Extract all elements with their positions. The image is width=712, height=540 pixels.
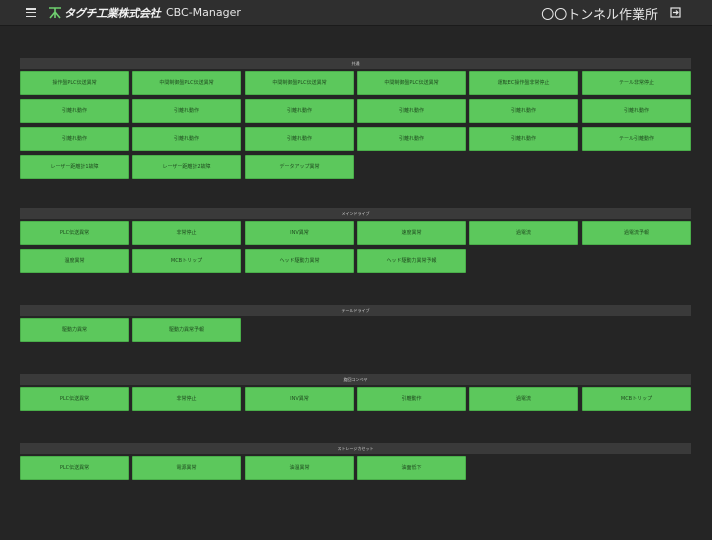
alarm-button[interactable]: 過電流予報: [582, 221, 691, 245]
alarm-button[interactable]: ヘッド駆動力異常: [245, 249, 354, 273]
alarm-button[interactable]: レーザー距離計2故障: [132, 155, 241, 179]
alarm-button[interactable]: 運転EC操作盤非常停止: [469, 71, 578, 95]
alarm-button[interactable]: 引離れ動作: [20, 127, 129, 151]
alarm-button[interactable]: 油面低下: [357, 456, 466, 480]
alarm-button[interactable]: テール引離動作: [582, 127, 691, 151]
site-name: 〇〇トンネル作業所: [541, 8, 658, 23]
app-name: CBC-Manager: [166, 6, 241, 19]
top-app-bar: タグチ工業株式会社 CBC-Manager 〇〇トンネル作業所: [0, 0, 712, 26]
alarm-button[interactable]: PLC伝送異常: [20, 387, 129, 411]
alarm-button[interactable]: 駆動力異常: [20, 318, 129, 342]
section-header: 旋回コンベヤ: [20, 374, 691, 385]
alarm-button[interactable]: 速度異常: [357, 221, 466, 245]
alarm-button[interactable]: 温度異常: [20, 249, 129, 273]
alarm-button[interactable]: INV異常: [245, 387, 354, 411]
alarm-button[interactable]: 引離動作: [357, 387, 466, 411]
alarm-button[interactable]: PLC伝送異常: [20, 456, 129, 480]
alarm-button[interactable]: レーザー距離計1故障: [20, 155, 129, 179]
menu-icon[interactable]: [26, 8, 36, 17]
alarm-button[interactable]: 中間制御盤PLC伝送異常: [132, 71, 241, 95]
alarm-button[interactable]: 電源異常: [132, 456, 241, 480]
alarm-button[interactable]: 引離れ動作: [469, 127, 578, 151]
alarm-button[interactable]: 操作盤PLC伝送異常: [20, 71, 129, 95]
section-header: 共通: [20, 58, 691, 69]
alarm-button[interactable]: PLC伝送異常: [20, 221, 129, 245]
alarm-button[interactable]: 引離れ動作: [132, 127, 241, 151]
company-logo-icon: [49, 7, 61, 19]
alarm-button[interactable]: 非常停止: [132, 221, 241, 245]
alarm-button[interactable]: 駆動力異常予報: [132, 318, 241, 342]
company-logo-text: タグチ工業株式会社: [64, 7, 161, 20]
alarm-button[interactable]: 引離れ動作: [132, 99, 241, 123]
alarm-button[interactable]: データアップ異常: [245, 155, 354, 179]
alarm-button[interactable]: 引離れ動作: [357, 127, 466, 151]
alarm-button[interactable]: 引離れ動作: [245, 99, 354, 123]
alarm-button[interactable]: 引離れ動作: [469, 99, 578, 123]
section-header: メインドライブ: [20, 208, 691, 219]
alarm-button[interactable]: MCBトリップ: [582, 387, 691, 411]
alarm-button[interactable]: 油温異常: [245, 456, 354, 480]
alarm-button[interactable]: MCBトリップ: [132, 249, 241, 273]
section-header: テールドライブ: [20, 305, 691, 316]
section-header: ストレージカセット: [20, 443, 691, 454]
alarm-button[interactable]: ヘッド駆動力異常予報: [357, 249, 466, 273]
alarm-button[interactable]: 引離れ動作: [20, 99, 129, 123]
alarm-button[interactable]: 引離れ動作: [582, 99, 691, 123]
alarm-button[interactable]: 過電流: [469, 387, 578, 411]
alarm-button[interactable]: 引離れ動作: [245, 127, 354, 151]
alarm-button[interactable]: 非常停止: [132, 387, 241, 411]
alarm-button[interactable]: 中間制御盤PLC伝送異常: [245, 71, 354, 95]
alarm-button[interactable]: 中間制御盤PLC伝送異常: [357, 71, 466, 95]
logout-icon[interactable]: [670, 7, 681, 18]
alarm-button[interactable]: 過電流: [469, 221, 578, 245]
alarm-button[interactable]: テール非常停止: [582, 71, 691, 95]
alarm-button[interactable]: 引離れ動作: [357, 99, 466, 123]
alarm-button[interactable]: INV異常: [245, 221, 354, 245]
